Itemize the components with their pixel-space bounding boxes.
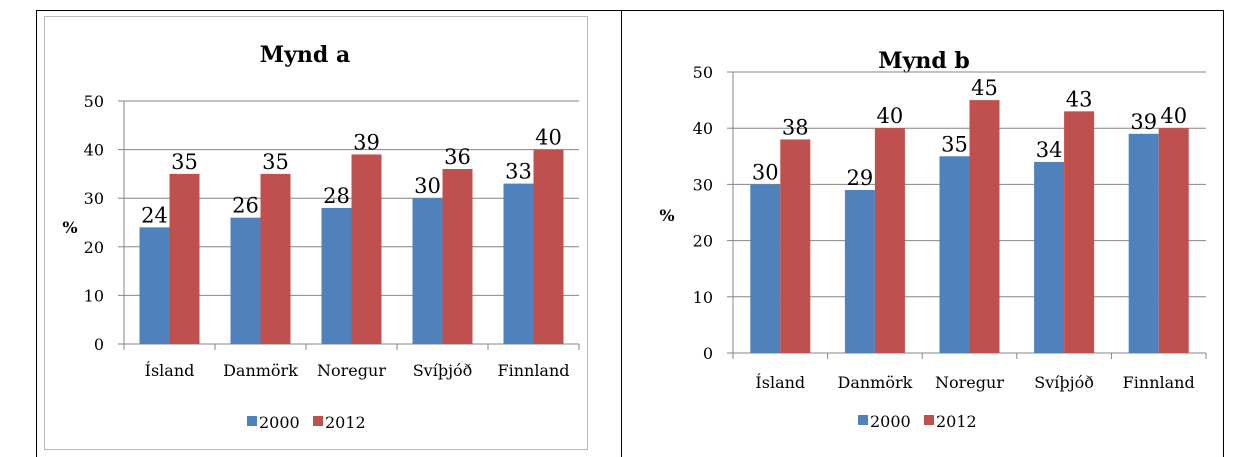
legend-label: 2000 [870, 412, 911, 431]
legend-label: 2000 [259, 413, 300, 432]
x-tick-label: Ísland [755, 372, 805, 392]
y-tick-label: 20 [693, 232, 713, 251]
bar-2000 [1034, 161, 1065, 353]
legend-swatch-2012 [313, 416, 323, 426]
bar-2012 [874, 128, 905, 353]
data-label: 40 [877, 104, 904, 128]
data-label: 39 [353, 130, 380, 154]
frame-middle-divider [621, 10, 622, 457]
bar-2012 [169, 173, 200, 344]
bar-2000 [321, 207, 352, 344]
data-label: 36 [444, 145, 471, 169]
bar-2000 [139, 227, 170, 344]
x-tick-label: Svíþjóð [1034, 373, 1094, 392]
x-tick-label: Finnland [1123, 373, 1195, 392]
bar-2000 [412, 198, 443, 344]
frame-right-border [1223, 10, 1224, 457]
x-tick-label: Danmörk [837, 373, 912, 392]
data-label: 28 [323, 184, 350, 208]
chart-a-svg: Mynd a01020304050%2435Ísland2635Danmörk2… [62, 42, 580, 432]
bar-2012 [1064, 111, 1095, 353]
data-label: 24 [141, 203, 168, 227]
data-label: 34 [1036, 138, 1063, 162]
bar-2000 [844, 190, 875, 353]
x-tick-label: Svíþjóð [413, 361, 473, 380]
bar-2000 [503, 183, 534, 344]
y-tick-label: 0 [94, 335, 104, 354]
data-label: 30 [752, 160, 779, 184]
x-tick-label: Noregur [935, 373, 1004, 392]
chart-panel-a: Mynd a 0 10 20 30 40 50% 24 35 Ísland 26 35 Danmörk 2… [44, 16, 588, 450]
data-label: 35 [171, 150, 198, 174]
y-tick-label: 50 [693, 63, 713, 82]
y-axis-label: % [62, 218, 77, 237]
bar-2012 [969, 100, 1000, 353]
data-label: 43 [1066, 87, 1093, 111]
frame-left-border [36, 10, 37, 457]
legend-swatch-2000 [247, 416, 257, 426]
y-tick-label: 10 [84, 286, 104, 305]
data-label: 40 [535, 126, 562, 150]
legend-swatch-2000 [858, 415, 868, 425]
x-tick-label: Finnland [497, 361, 569, 380]
data-label: 30 [414, 174, 441, 198]
y-tick-label: 40 [84, 141, 104, 160]
x-tick-label: Ísland [145, 360, 195, 380]
x-tick-label: Danmörk [223, 361, 298, 380]
bar-2012 [442, 169, 473, 344]
y-tick-label: 10 [693, 288, 713, 307]
bar-2000 [230, 217, 261, 344]
bar-2012 [1158, 128, 1189, 353]
y-axis-label: % [659, 206, 674, 225]
frame-top-border [36, 10, 1224, 11]
bar-2000 [750, 184, 781, 353]
y-tick-label: 30 [84, 189, 104, 208]
x-tick-label: Noregur [317, 361, 386, 380]
y-tick-label: 20 [84, 238, 104, 257]
data-label: 26 [232, 194, 259, 218]
bar-2012 [260, 173, 291, 344]
y-tick-label: 0 [703, 344, 713, 363]
bar-2012 [533, 149, 564, 344]
data-label: 29 [847, 166, 874, 190]
data-label: 39 [1130, 110, 1157, 134]
legend-label: 2012 [936, 412, 977, 431]
chart-panel-b: Mynd b 0 10 20 30 40 50% 30 38 Ísland 29 40 Danmörk 3… [630, 16, 1216, 448]
bar-2012 [351, 154, 382, 344]
data-label: 40 [1160, 104, 1187, 128]
data-label: 35 [941, 132, 968, 156]
legend-swatch-2012 [924, 415, 934, 425]
chart-title: Mynd a [260, 42, 350, 68]
data-label: 33 [505, 160, 532, 184]
legend-label: 2012 [325, 413, 366, 432]
y-tick-label: 40 [693, 119, 713, 138]
bar-2000 [939, 156, 970, 353]
bar-2012 [780, 139, 811, 353]
data-label: 45 [971, 76, 998, 100]
y-tick-label: 50 [84, 92, 104, 111]
data-label: 38 [782, 115, 809, 139]
chart-b-svg: Mynd b01020304050%3038Ísland2940Danmörk3… [659, 48, 1207, 431]
data-label: 35 [262, 150, 289, 174]
chart-title: Mynd b [878, 48, 970, 74]
bar-2000 [1128, 133, 1159, 353]
y-tick-label: 30 [693, 175, 713, 194]
